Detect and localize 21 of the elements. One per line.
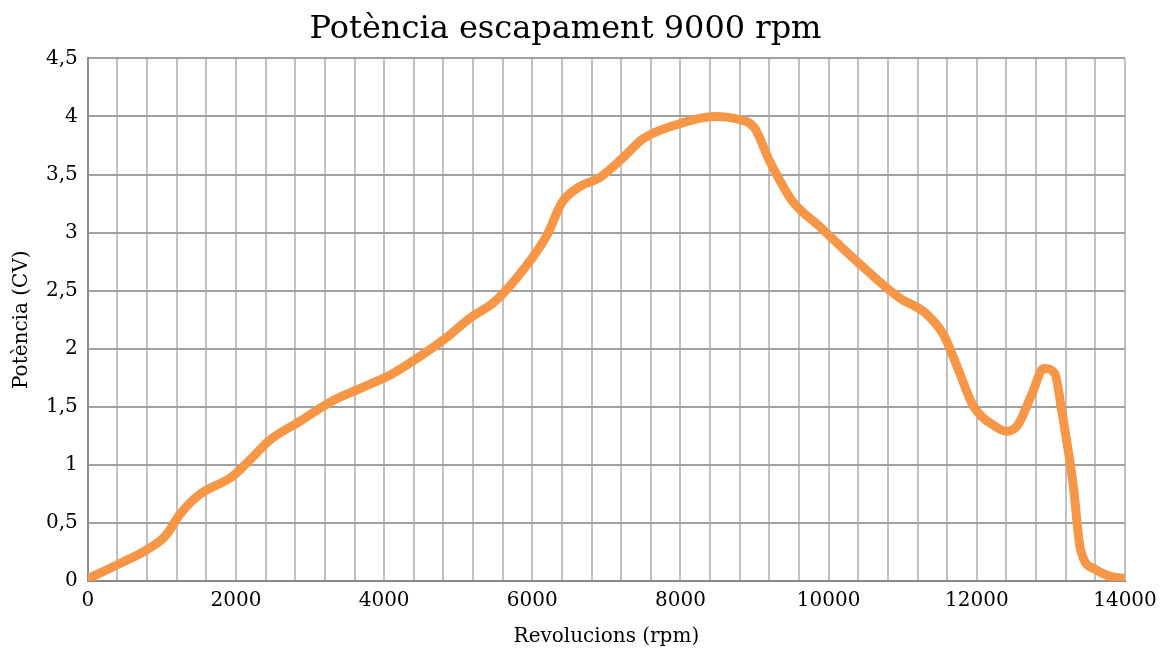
- x-tick-label: 12000: [945, 587, 1009, 612]
- x-axis-title: Revolucions (rpm): [513, 623, 700, 648]
- y-axis-title: Potència (CV): [8, 250, 33, 390]
- y-tick-label: 4: [65, 102, 78, 127]
- y-tick-label: 2: [65, 334, 78, 359]
- y-tick-label: 1,5: [45, 393, 78, 417]
- x-tick-label: 2000: [210, 587, 262, 612]
- x-tick-label: 10000: [796, 587, 861, 612]
- y-tick-label: 2,5: [45, 276, 78, 301]
- chart-title: Potència escapament 9000 rpm: [309, 7, 822, 46]
- y-tick-label: 0: [65, 567, 78, 592]
- y-tick-label: 0,5: [45, 509, 78, 534]
- y-tick-label: 1: [65, 451, 78, 476]
- y-tick-label: 4,5: [45, 44, 78, 69]
- x-tick-label: 8000: [655, 587, 706, 612]
- x-tick-label: 6000: [506, 587, 558, 612]
- y-tick-label: 3,5: [45, 160, 78, 185]
- x-tick-label: 14000: [1093, 587, 1157, 612]
- y-tick-label: 3: [65, 218, 78, 243]
- x-tick-label: 4000: [358, 587, 410, 612]
- x-tick-label: 0: [81, 587, 95, 612]
